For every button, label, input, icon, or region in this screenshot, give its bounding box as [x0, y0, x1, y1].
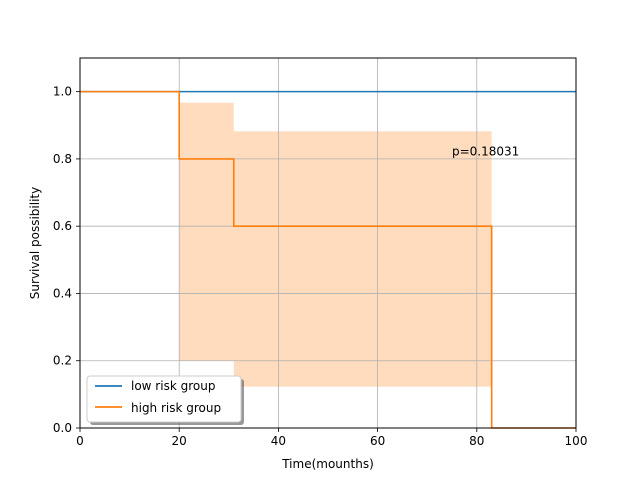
confidence-band-1-1 — [233, 131, 492, 387]
survival-curve-1 — [80, 90, 576, 429]
survival-curves — [80, 90, 576, 429]
y-axis-ticks: 0.0 0.2 0.4 0.6 0.8 1.0 — [53, 85, 80, 435]
y-tick-label-2: 0.4 — [53, 286, 72, 300]
y-tick-label-4: 0.8 — [53, 152, 72, 166]
x-tick-label-1: 20 — [172, 434, 187, 448]
confidence-bands — [179, 102, 492, 387]
x-tick-label-3: 60 — [370, 434, 385, 448]
x-tick-label-5: 100 — [565, 434, 588, 448]
legend-label-low-risk: low risk group — [131, 379, 215, 393]
x-axis-label: Time(mounths) — [281, 457, 374, 471]
y-tick-label-3: 0.6 — [53, 219, 72, 233]
legend-box — [86, 375, 242, 423]
x-tick-label-0: 0 — [76, 434, 84, 448]
legend-label-high-risk: high risk group — [131, 401, 221, 415]
axes-frame — [79, 57, 577, 429]
x-axis-ticks: 0 20 40 60 80 100 — [76, 428, 587, 448]
y-axis-label: Survival possibility — [28, 187, 42, 299]
y-tick-label-5: 1.0 — [53, 85, 72, 99]
p-value-annotation: p=0.18031 — [452, 145, 519, 159]
x-tick-label-2: 40 — [271, 434, 286, 448]
legend: low risk group high risk group — [86, 375, 244, 425]
x-tick-label-4: 80 — [469, 434, 484, 448]
y-tick-label-0: 0.0 — [53, 421, 72, 435]
y-tick-label-1: 0.2 — [53, 354, 72, 368]
confidence-band-1-0 — [179, 102, 234, 361]
